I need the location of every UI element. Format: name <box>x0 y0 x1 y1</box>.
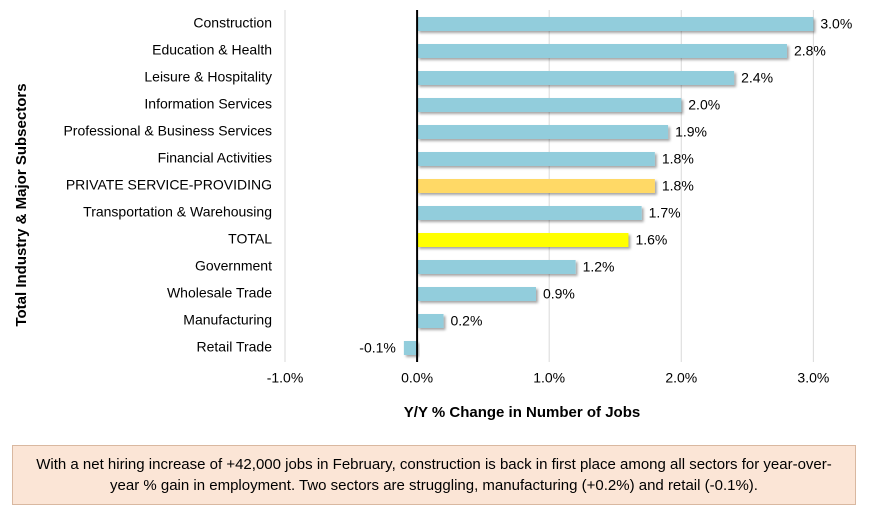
y-tick-label: Leisure & Hospitality <box>144 69 272 85</box>
y-tick-label: Construction <box>193 15 272 31</box>
bar <box>417 260 576 274</box>
y-tick-label: Wholesale Trade <box>167 285 272 301</box>
data-label: 1.8% <box>662 151 694 167</box>
chart: Total Industry & Major Subsectors Y/Y % … <box>13 10 852 421</box>
data-label: 1.6% <box>635 232 667 248</box>
bar <box>417 206 642 220</box>
x-tick-label: 3.0% <box>797 370 829 386</box>
x-tick-label: 1.0% <box>533 370 565 386</box>
bar <box>417 287 536 301</box>
y-tick-label: Information Services <box>144 96 272 112</box>
bar <box>417 98 682 112</box>
bar <box>417 125 669 139</box>
x-axis-title: Y/Y % Change in Number of Jobs <box>404 404 640 421</box>
annotation: With a net hiring increase of +42,000 jo… <box>12 445 856 505</box>
data-label: 2.4% <box>741 70 773 86</box>
x-tick-label: 2.0% <box>665 370 697 386</box>
data-label: 1.7% <box>649 205 681 221</box>
y-tick-label: Financial Activities <box>158 150 272 166</box>
y-tick-label: PRIVATE SERVICE-PROVIDING <box>66 177 272 193</box>
bar <box>403 341 418 355</box>
bar <box>417 71 735 85</box>
data-label: 3.0% <box>820 16 852 32</box>
bar <box>417 44 787 58</box>
data-label: 1.8% <box>662 178 694 194</box>
y-tick-label: Professional & Business Services <box>63 123 272 139</box>
y-tick-label: Retail Trade <box>197 339 273 355</box>
data-label: 0.9% <box>543 286 575 302</box>
bar <box>417 314 444 328</box>
y-axis-title: Total Industry & Major Subsectors <box>13 83 30 326</box>
data-label: -0.1% <box>359 340 396 356</box>
y-tick-label: Manufacturing <box>183 312 272 328</box>
data-label: 2.0% <box>688 97 720 113</box>
y-tick-label: Education & Health <box>152 42 272 58</box>
bar <box>417 152 655 166</box>
x-tick-label: -1.0% <box>267 370 304 386</box>
y-tick-label: TOTAL <box>228 231 272 247</box>
y-tick-label: Government <box>195 258 272 274</box>
y-tick-label: Transportation & Warehousing <box>83 204 272 220</box>
bar <box>417 179 655 193</box>
data-label: 1.9% <box>675 124 707 140</box>
x-tick-label: 0.0% <box>401 370 433 386</box>
bar <box>417 17 814 31</box>
data-label: 0.2% <box>451 313 483 329</box>
bar <box>417 233 629 247</box>
data-label: 1.2% <box>583 259 615 275</box>
data-label: 2.8% <box>794 43 826 59</box>
